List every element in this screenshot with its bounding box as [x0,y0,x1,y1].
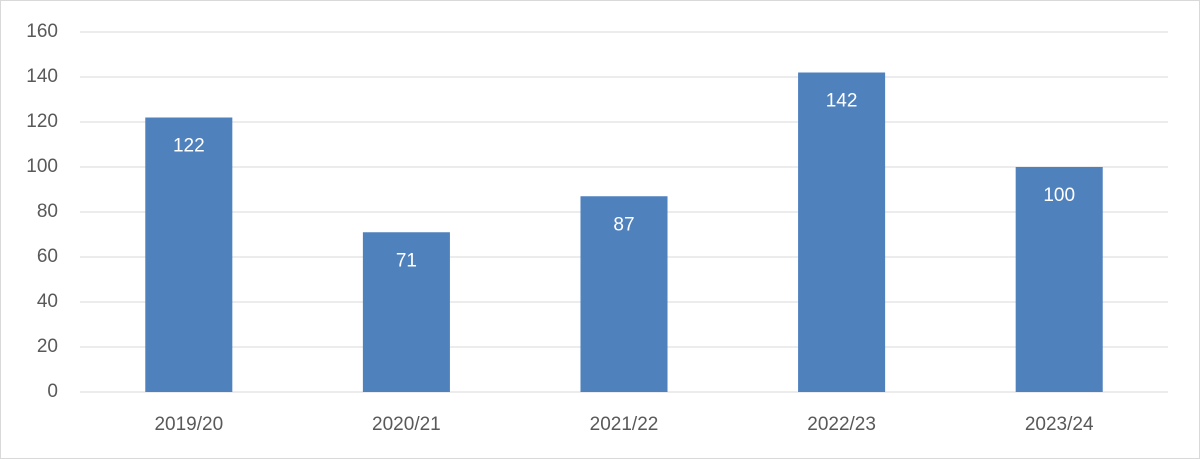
x-tick-label: 2022/23 [807,414,876,435]
value-label: 100 [1043,185,1075,206]
y-tick-label: 160 [26,21,58,42]
y-tick-label: 60 [37,246,58,267]
value-label: 142 [826,91,858,112]
y-tick-label: 140 [26,66,58,87]
bar [145,117,233,392]
value-label: 71 [396,250,417,271]
bar [1015,167,1103,392]
value-label: 87 [613,214,634,235]
y-tick-label: 0 [47,381,58,402]
bar [798,72,886,392]
y-tick-label: 100 [26,156,58,177]
x-tick-label: 2020/21 [372,414,441,435]
y-tick-label: 20 [37,336,58,357]
value-label: 122 [173,136,205,157]
x-tick-label: 2021/22 [590,414,659,435]
x-tick-label: 2019/20 [154,414,223,435]
y-tick-label: 80 [37,201,58,222]
x-tick-label: 2023/24 [1025,414,1094,435]
bar [362,232,450,392]
y-tick-label: 120 [26,111,58,132]
bar [580,196,668,392]
y-tick-label: 40 [37,291,58,312]
